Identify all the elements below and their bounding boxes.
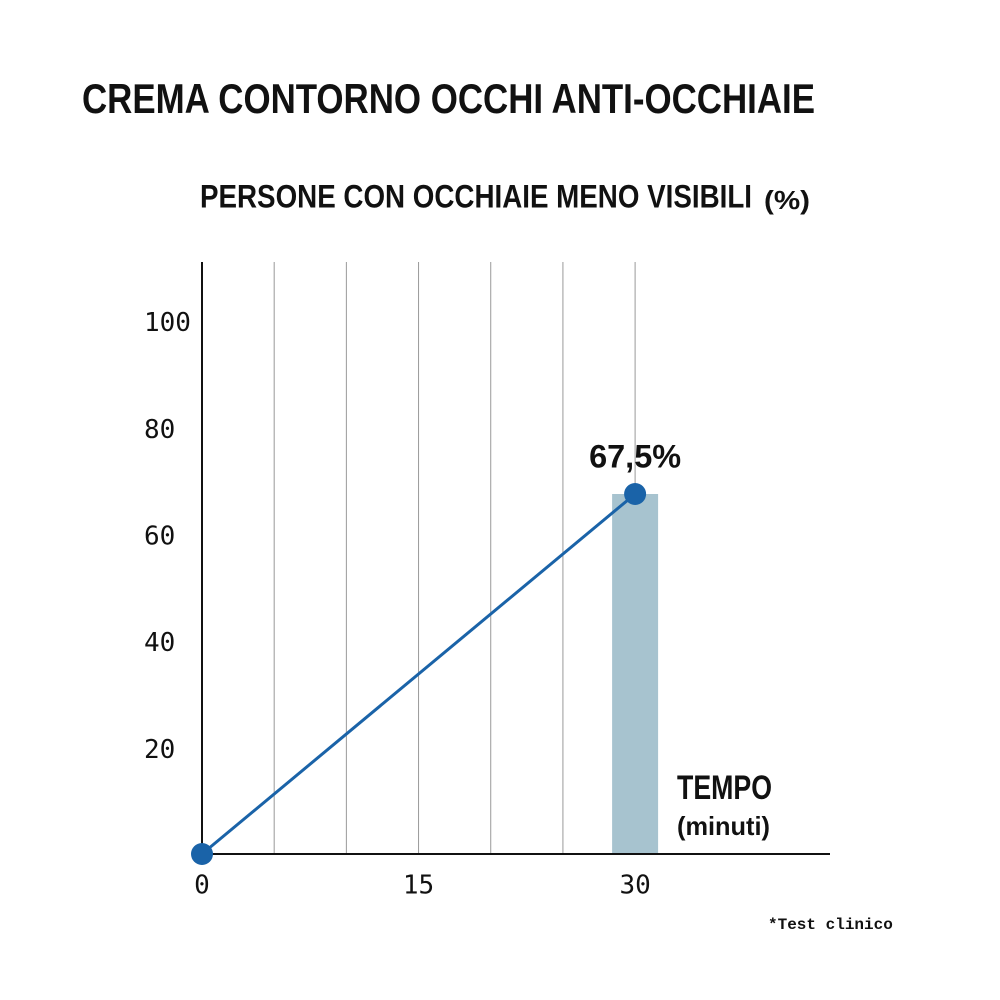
x-axis-label: TEMPO [677, 769, 772, 807]
bar [612, 494, 659, 854]
point [191, 843, 213, 865]
y-tick-label: 60 [144, 522, 175, 552]
y-tick-label: 80 [144, 415, 175, 445]
y-tick-label: 20 [144, 735, 175, 765]
x-tick-label: 0 [194, 871, 210, 901]
y-tick-label: 100 [144, 308, 191, 338]
line [201, 492, 637, 856]
footnote: *Test clinico [768, 916, 893, 934]
x-axis-unit: (minuti) [677, 811, 770, 841]
y-tick-label: 40 [144, 628, 175, 658]
x-tick-label: 15 [403, 871, 434, 901]
value-label: 67,5% [589, 438, 681, 474]
x-tick-label: 30 [619, 871, 650, 901]
chart-subtitle: PERSONE CON OCCHIAIE MENO VISIBILI [200, 178, 752, 214]
chart-title: CREMA CONTORNO OCCHI ANTI-OCCHIAIE [82, 75, 815, 122]
y-unit: (%) [764, 185, 810, 215]
point [624, 483, 647, 505]
